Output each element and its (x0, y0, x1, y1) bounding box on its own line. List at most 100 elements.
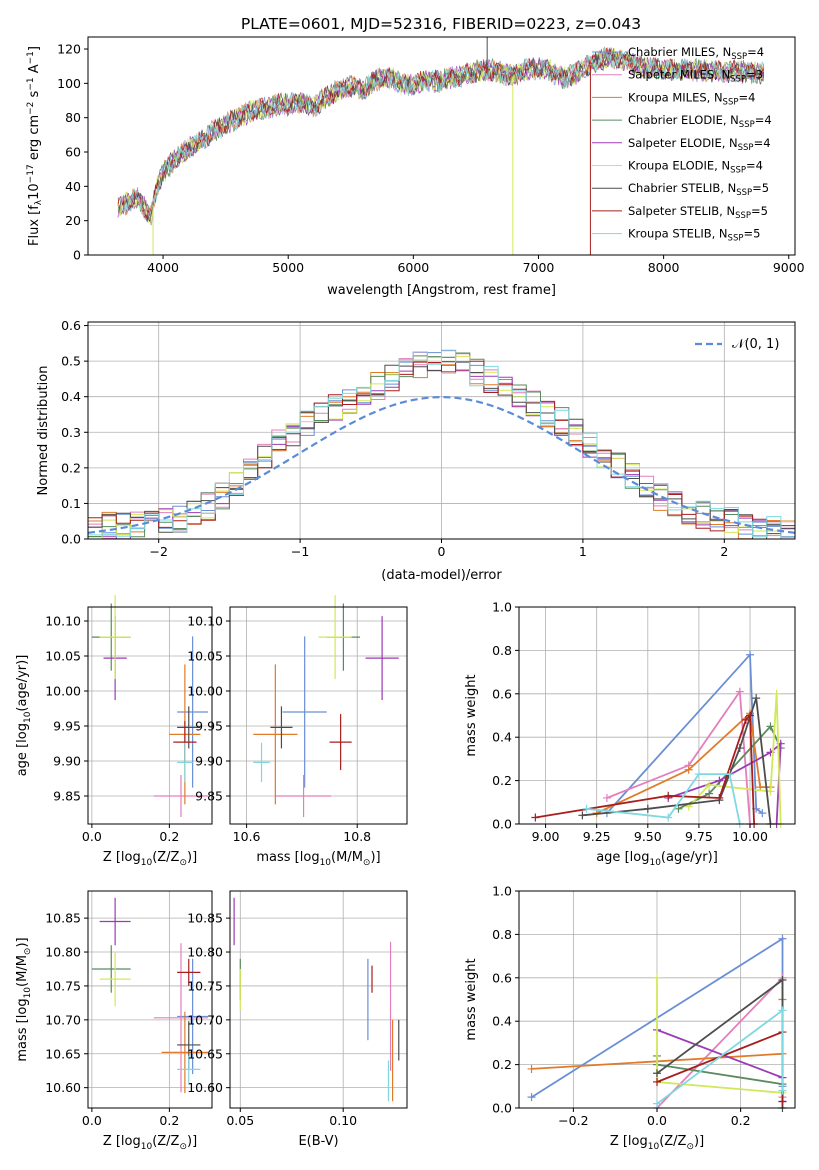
y-tick-label: 10.70 (187, 1012, 223, 1027)
y-tick-label: 20 (65, 213, 81, 228)
series-marker (715, 776, 724, 785)
series-marker (684, 765, 693, 774)
x-label: age [log10(age/yr)] (596, 850, 718, 868)
x-label-part: mass [log (256, 850, 319, 865)
y-tick-label: 9.90 (53, 754, 81, 769)
series-marker (778, 975, 787, 984)
legend-value: =5 (751, 204, 768, 218)
x-tick-label: 10.00 (732, 829, 768, 844)
y-tick-label: 9.95 (53, 719, 81, 734)
x-label: Z [log10(Z/Z⊙)] (103, 850, 197, 868)
series-marker (694, 770, 703, 779)
y-tick-label: 0.4 (492, 1014, 512, 1029)
y-tick-label: 1.0 (492, 600, 512, 615)
histogram-step (88, 360, 795, 535)
y-tick-label: 10.60 (187, 1080, 223, 1095)
y-label-part: erg cm (27, 115, 42, 164)
legend-value: =5 (752, 181, 769, 195)
axes-frame (518, 606, 796, 825)
x-label-part: (M/M (331, 850, 363, 865)
series-marker (778, 1097, 787, 1106)
y-label-sup: −1 (26, 77, 36, 90)
x-label-sub: ⊙ (179, 1142, 187, 1152)
x-label-part: )] (187, 850, 197, 865)
age-vs-mass-panel: 10.6 10.8 9.85 9.90 9.95 10.00 10.05 10.10 mass … (187, 595, 408, 868)
x-tick-label: −0.2 (558, 1113, 588, 1128)
x-tick-label: 0.2 (159, 829, 179, 844)
x-label-part: (Z/Z (659, 1134, 686, 1149)
series-marker (766, 722, 775, 731)
series-marker (674, 804, 683, 813)
x-tick-label: 8000 (648, 260, 680, 275)
series-marker (653, 973, 661, 982)
y-tick-label: 10.75 (45, 978, 81, 993)
legend-value: =3 (746, 68, 763, 82)
y-tick-label: 10.65 (187, 1046, 223, 1061)
y-tick-label: 10.80 (45, 945, 81, 960)
histogram-step (88, 350, 795, 539)
axes-frame (229, 890, 408, 1109)
y-tick-label: 0.6 (61, 318, 81, 333)
y-tick-label: 0.4 (61, 389, 81, 404)
x-label-part: (Z/Z (152, 1134, 179, 1149)
x-tick-label: 10.6 (233, 829, 261, 844)
x-label-part: )] (694, 1134, 704, 1149)
series-marker (746, 650, 755, 659)
axes-frame (229, 606, 408, 825)
series-line (606, 689, 751, 825)
series-marker (705, 780, 714, 789)
series-marker (758, 809, 767, 818)
y-label-part: ] (27, 46, 42, 51)
y-label-part: )] (15, 937, 30, 947)
y-tick-label: 10.85 (187, 911, 223, 926)
legend-name: Chabrier ELODIE, N (628, 113, 739, 127)
legend-value: =4 (746, 159, 763, 173)
legend-name: Kroupa ELODIE, N (628, 159, 730, 173)
y-tick-label: 40 (65, 179, 81, 194)
x-label-sub: ⊙ (179, 858, 187, 868)
x-label: Z [log10(Z/Z⊙)] (610, 1134, 704, 1152)
series-marker (653, 1069, 661, 1078)
legend-label: Salpeter STELIB, NSSP=5 (628, 204, 768, 221)
mass-vs-metallicity-panel: 0.0 0.2 10.60 10.65 10.70 10.75 10.80 10.85 Z [l… (15, 890, 213, 1152)
legend-sub: SSP (738, 143, 754, 153)
y-tick-label: 10.85 (45, 911, 81, 926)
x-tick-label: 9000 (773, 260, 805, 275)
series-marker (735, 687, 744, 696)
y-label-part: Flux [f (27, 205, 42, 246)
y-tick-label: 0.2 (492, 773, 512, 788)
x-label-sub: 10 (320, 858, 332, 868)
y-tick-label: 0.0 (492, 1101, 512, 1116)
y-label-sub: λ (34, 199, 44, 205)
legend-value: =4 (738, 90, 755, 104)
series-marker (578, 811, 587, 820)
x-label-part: )] (187, 1134, 197, 1149)
y-label-sup: −17 (26, 164, 36, 183)
axes-frame (87, 890, 213, 1109)
series-marker (653, 1099, 661, 1108)
y-tick-label: 10.70 (45, 1012, 81, 1027)
legend-label: Kroupa STELIB, NSSP=5 (628, 227, 760, 244)
series-marker (664, 791, 673, 800)
x-tick-label: 1 (579, 544, 587, 559)
x-label: wavelength [Angstrom, rest frame] (327, 283, 556, 298)
legend-sub: SSP (731, 52, 747, 62)
y-label-part: (age/yr)] (15, 655, 30, 712)
spectrum-line (117, 48, 765, 226)
series-marker (741, 715, 750, 724)
x-label-sub: ⊙ (686, 1142, 694, 1152)
legend-label: Salpeter MILES, NSSP=3 (628, 68, 763, 85)
y-tick-label: 9.90 (195, 754, 223, 769)
series-marker (778, 1006, 787, 1015)
y-tick-label: 60 (65, 145, 81, 160)
x-tick-label: 9.75 (685, 829, 713, 844)
series-marker (582, 804, 591, 813)
y-tick-label: 0.1 (61, 496, 81, 511)
y-label-part: s (27, 90, 42, 101)
legend-name: Salpeter ELODIE, N (628, 136, 738, 150)
x-label-sub: 10 (648, 1142, 660, 1152)
gaussian-curve (88, 395, 795, 534)
residual-histogram-panel: −2 −1 0 1 2 0.0 0.1 0.2 0.3 0.4 0.5 0.6 (data-model)… (36, 318, 796, 583)
